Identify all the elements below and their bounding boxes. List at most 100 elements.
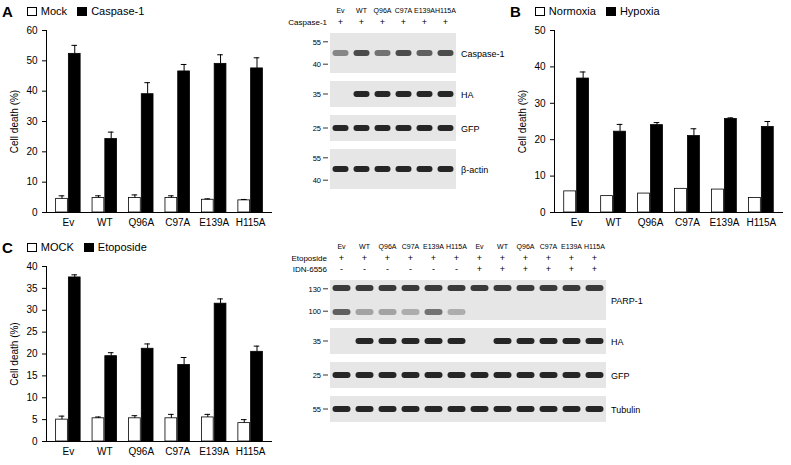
svg-text:40: 40 [534, 61, 546, 72]
svg-text:20: 20 [26, 348, 38, 359]
svg-text:25: 25 [26, 326, 38, 337]
svg-text:H115A: H115A [435, 7, 456, 14]
svg-text:+: + [443, 17, 448, 27]
svg-text:+: + [477, 264, 482, 274]
svg-text:E139A: E139A [414, 7, 435, 14]
svg-text:5: 5 [32, 414, 38, 425]
svg-text:40: 40 [313, 176, 321, 185]
svg-text:WT: WT [359, 243, 371, 250]
svg-text:Q96A: Q96A [128, 217, 154, 228]
svg-text:E139A: E139A [561, 243, 582, 250]
svg-text:C97A: C97A [165, 217, 190, 228]
svg-text:WT: WT [356, 7, 368, 14]
svg-text:IDN-6556: IDN-6556 [293, 265, 328, 274]
svg-text:C97A: C97A [675, 217, 700, 228]
svg-text:+: + [362, 253, 367, 263]
svg-text:Caspase-1: Caspase-1 [461, 49, 505, 59]
svg-text:0: 0 [540, 207, 546, 218]
svg-text:25: 25 [313, 124, 321, 133]
svg-text:+: + [454, 253, 459, 263]
svg-text:55: 55 [313, 154, 321, 163]
svg-text:40: 40 [313, 60, 321, 69]
svg-text:Q96A: Q96A [128, 446, 154, 457]
svg-text:H115A: H115A [446, 243, 467, 250]
svg-text:+: + [523, 253, 528, 263]
svg-text:55: 55 [313, 405, 321, 414]
svg-text:+: + [422, 17, 427, 27]
svg-text:30: 30 [26, 304, 38, 315]
svg-text:Cell death (%): Cell death (%) [9, 90, 20, 153]
svg-text:H115A: H115A [236, 446, 266, 457]
svg-text:10: 10 [26, 392, 38, 403]
svg-text:Q96A: Q96A [517, 243, 535, 251]
svg-text:C97A: C97A [402, 243, 420, 250]
svg-text:Ev: Ev [63, 217, 75, 228]
svg-text:130: 130 [308, 285, 321, 294]
svg-text:WT: WT [606, 217, 622, 228]
svg-text:H115A: H115A [584, 243, 605, 250]
svg-text:Q96A: Q96A [379, 243, 397, 251]
svg-text:+: + [523, 264, 528, 274]
svg-text:Ev: Ev [337, 243, 346, 250]
svg-text:20: 20 [534, 134, 546, 145]
svg-text:+: + [359, 17, 364, 27]
svg-text:+: + [477, 253, 482, 263]
svg-text:C97A: C97A [540, 243, 558, 250]
svg-text:+: + [592, 264, 597, 274]
svg-text:40: 40 [26, 85, 38, 96]
svg-text:+: + [338, 17, 343, 27]
svg-text:10: 10 [26, 176, 38, 187]
svg-text:E139A: E139A [199, 217, 229, 228]
svg-text:Ev: Ev [475, 243, 484, 250]
svg-text:Ev: Ev [63, 446, 75, 457]
svg-text:E139A: E139A [199, 446, 229, 457]
svg-text:60: 60 [26, 25, 38, 36]
svg-text:35: 35 [313, 337, 321, 346]
svg-text:C97A: C97A [165, 446, 190, 457]
svg-text:-: - [340, 264, 343, 274]
svg-text:+: + [380, 17, 385, 27]
svg-text:-: - [455, 264, 458, 274]
svg-text:+: + [500, 264, 505, 274]
svg-text:55: 55 [313, 38, 321, 47]
svg-text:-: - [386, 264, 389, 274]
svg-text:15: 15 [26, 370, 38, 381]
svg-text:WT: WT [97, 446, 113, 457]
svg-text:H115A: H115A [236, 217, 266, 228]
svg-text:35: 35 [26, 283, 38, 294]
svg-text:H115A: H115A [746, 217, 776, 228]
svg-text:+: + [569, 264, 574, 274]
svg-text:+: + [592, 253, 597, 263]
svg-text:30: 30 [26, 116, 38, 127]
svg-text:β-actin: β-actin [461, 165, 488, 175]
svg-text:GFP: GFP [461, 124, 480, 134]
svg-text:+: + [401, 17, 406, 27]
svg-text:+: + [569, 253, 574, 263]
svg-text:0: 0 [32, 207, 38, 218]
svg-text:PARP-1: PARP-1 [611, 296, 643, 306]
svg-text:25: 25 [313, 371, 321, 380]
svg-text:-: - [409, 264, 412, 274]
svg-text:20: 20 [26, 146, 38, 157]
svg-text:WT: WT [497, 243, 509, 250]
svg-text:10: 10 [534, 170, 546, 181]
svg-text:GFP: GFP [611, 371, 630, 381]
svg-text:+: + [385, 253, 390, 263]
svg-text:Caspase-1: Caspase-1 [288, 18, 327, 27]
svg-text:Ev: Ev [571, 217, 583, 228]
svg-text:Cell death (%): Cell death (%) [9, 322, 20, 385]
svg-text:C97A: C97A [395, 7, 413, 14]
svg-text:Etoposide: Etoposide [291, 254, 327, 263]
svg-text:35: 35 [313, 90, 321, 99]
svg-text:40: 40 [26, 261, 38, 272]
svg-text:+: + [546, 253, 551, 263]
svg-text:Q96A: Q96A [638, 217, 664, 228]
svg-text:Cell death (%): Cell death (%) [517, 90, 528, 153]
svg-text:E139A: E139A [709, 217, 739, 228]
svg-text:+: + [546, 264, 551, 274]
svg-text:Q96A: Q96A [374, 7, 392, 15]
svg-text:30: 30 [534, 98, 546, 109]
svg-text:Tubulin: Tubulin [611, 405, 640, 415]
svg-text:WT: WT [97, 217, 113, 228]
svg-text:-: - [363, 264, 366, 274]
